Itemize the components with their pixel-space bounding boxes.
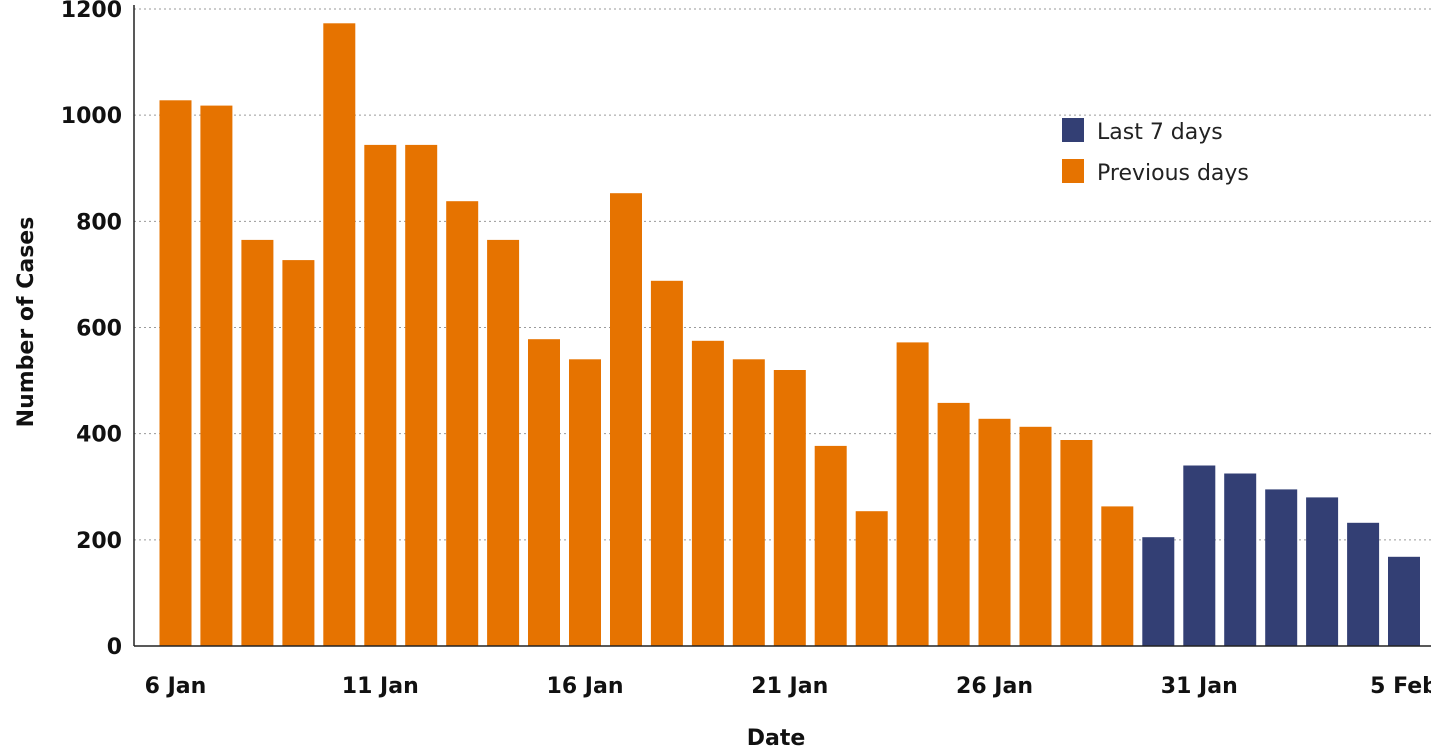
- y-tick-label: 600: [76, 317, 122, 342]
- x-tick-label: 31 Jan: [1161, 674, 1238, 699]
- bar-2-feb: [1224, 473, 1257, 646]
- bar-12-jan: [405, 144, 438, 646]
- bar-6-jan: [159, 100, 192, 647]
- x-tick-label: 16 Jan: [547, 674, 624, 699]
- legend-label: Previous days: [1097, 161, 1249, 186]
- bar-3-feb: [1265, 489, 1298, 646]
- bar-1-feb: [1183, 465, 1216, 646]
- bar-19-jan: [691, 340, 724, 646]
- bar-21-jan: [773, 370, 806, 646]
- bar-15-jan: [528, 339, 560, 646]
- bar-9-jan: [282, 260, 315, 646]
- y-tick-label: 1200: [61, 0, 122, 23]
- x-tick-label: 26 Jan: [956, 674, 1033, 699]
- bars: [159, 23, 1420, 647]
- bar-11-jan: [364, 144, 397, 646]
- y-tick-labels: 0 200 400 600 800 1000 1200: [61, 0, 122, 660]
- axes: [133, 5, 1431, 647]
- y-axis-title: Number of Cases: [14, 217, 39, 428]
- legend: Last 7 days Previous days: [1062, 118, 1249, 186]
- x-axis-title: Date: [747, 726, 806, 751]
- bar-6-feb: [1388, 556, 1420, 646]
- bar-18-jan: [650, 280, 683, 646]
- y-tick-label: 800: [76, 210, 122, 235]
- bar-22-jan: [814, 445, 847, 646]
- bar-16-jan: [569, 359, 601, 646]
- legend-swatch: [1062, 118, 1084, 142]
- y-tick-label: 200: [76, 529, 122, 554]
- y-tick-label: 0: [107, 635, 122, 660]
- bar-27-jan: [1019, 426, 1052, 646]
- bar-10-jan: [323, 23, 356, 647]
- bar-8-jan: [241, 239, 274, 646]
- bar-29-jan: [1101, 506, 1134, 646]
- legend-swatch: [1062, 159, 1084, 183]
- bar-23-jan: [855, 511, 888, 646]
- y-tick-label: 1000: [61, 104, 122, 129]
- bar-24-jan: [896, 342, 929, 646]
- bar-25-jan: [937, 402, 970, 646]
- bar-31-jan: [1142, 537, 1175, 646]
- bar-7-jan: [200, 105, 233, 647]
- bar-13-jan: [446, 201, 479, 646]
- bar-5-feb: [1347, 522, 1380, 646]
- bar-28-jan: [1060, 440, 1093, 646]
- bar-4-feb: [1306, 497, 1339, 646]
- x-tick-label: 21 Jan: [751, 674, 828, 699]
- bar-14-jan: [487, 239, 520, 646]
- x-tick-labels: 6 Jan 11 Jan 16 Jan 21 Jan 26 Jan 31 Jan 5 Feb: [145, 674, 1431, 699]
- y-tick-label: 400: [76, 423, 122, 448]
- bar-17-jan: [610, 193, 642, 646]
- bar-26-jan: [978, 418, 1011, 646]
- x-tick-label: 6 Jan: [145, 674, 207, 699]
- legend-label: Last 7 days: [1097, 120, 1223, 145]
- x-tick-label: 5 Feb: [1370, 674, 1431, 699]
- x-tick-label: 11 Jan: [342, 674, 419, 699]
- bar-20-jan: [732, 359, 765, 646]
